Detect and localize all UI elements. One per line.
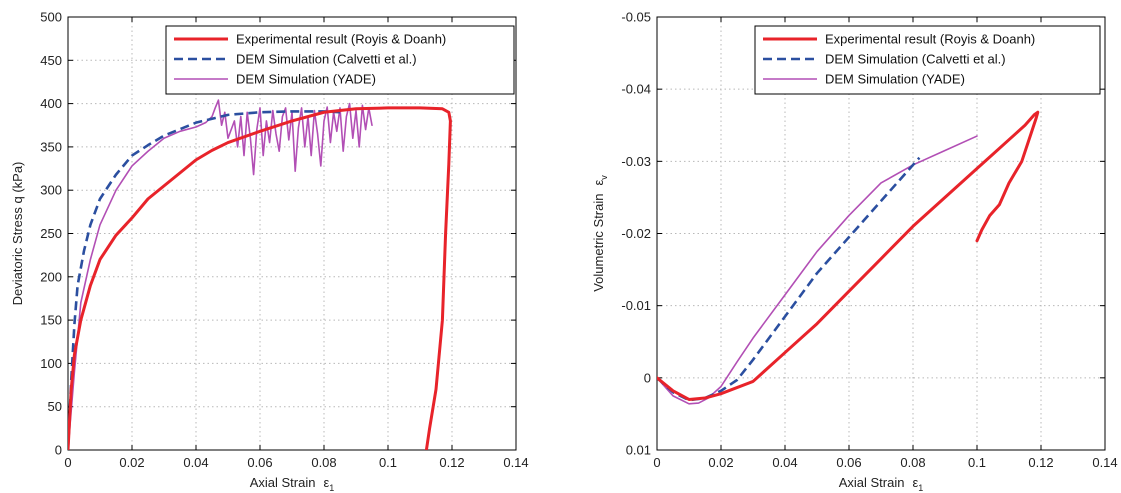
x-tick-label: 0.14 <box>1092 455 1117 470</box>
y-tick-label: 0 <box>644 370 651 385</box>
x-axis-symbol: ε <box>323 475 329 490</box>
series-line-experimental <box>68 106 452 450</box>
x-tick-label: 0.02 <box>708 455 733 470</box>
legend-label: Experimental result (Royis & Doanh) <box>236 32 446 47</box>
x-axis-subscript: 1 <box>329 483 334 493</box>
y-tick-label: 400 <box>40 96 62 111</box>
x-tick-label: 0.14 <box>503 455 528 470</box>
x-axis-label-text: Axial Strain <box>250 475 316 490</box>
x-axis-label: Axial Strain ε1 <box>250 475 335 493</box>
legend-label: DEM Simulation (YADE) <box>825 72 965 87</box>
series-line-dem-yade <box>68 99 373 450</box>
y-tick-label: -0.02 <box>621 226 651 241</box>
y-axis-label-text: Deviatoric Stress q (kPa) <box>10 162 25 306</box>
chart-panel-2: 0 0.02 0.04 0.06 0.08 0.1 0.12 0.140.010-0.01-0… <box>591 10 1118 493</box>
chart-panel-1: 0 0.02 0.04 0.06 0.08 0.1 0.12 0.14 0 50 100 150 200… <box>10 10 529 493</box>
legend-label: DEM Simulation (Calvetti et al.) <box>236 52 417 67</box>
x-tick-label: 0.02 <box>119 455 144 470</box>
y-tick-label: 100 <box>40 356 62 371</box>
series-line-dem-yade <box>657 135 978 405</box>
x-axis-label: Axial Strain ε1 <box>839 475 924 493</box>
y-tick-label: 150 <box>40 313 62 328</box>
x-axis-subscript: 1 <box>918 483 923 493</box>
y-tick-label: 300 <box>40 183 62 198</box>
y-tick-label: -0.04 <box>621 82 651 97</box>
x-tick-label: 0.06 <box>836 455 861 470</box>
legend-label: Experimental result (Royis & Doanh) <box>825 32 1035 47</box>
y-tick-label: -0.03 <box>621 154 651 169</box>
legend-label: DEM Simulation (YADE) <box>236 72 376 87</box>
y-axis-subscript: v <box>599 175 609 180</box>
y-tick-label: 0.01 <box>626 443 651 458</box>
legend: Experimental result (Royis & Doanh) DEM S… <box>165 25 515 95</box>
x-tick-label: 0.1 <box>968 455 986 470</box>
y-axis-symbol: ε <box>591 180 606 186</box>
x-tick-label: 0.04 <box>183 455 208 470</box>
y-tick-label: -0.01 <box>621 298 651 313</box>
x-tick-label: 0.12 <box>1028 455 1053 470</box>
x-tick-label: 0.12 <box>439 455 464 470</box>
x-tick-label: 0.08 <box>900 455 925 470</box>
y-tick-label: 350 <box>40 139 62 154</box>
x-axis-label-text: Axial Strain <box>839 475 905 490</box>
y-tick-label: 250 <box>40 226 62 241</box>
y-tick-label: 200 <box>40 269 62 284</box>
legend-label: DEM Simulation (Calvetti et al.) <box>825 52 1006 67</box>
y-axis-label: Volumetric Strain εv <box>591 175 609 292</box>
y-axis-label: Deviatoric Stress q (kPa) <box>10 162 25 306</box>
series-line-dem-calvetti <box>68 110 341 450</box>
y-tick-label: 50 <box>48 399 62 414</box>
y-tick-label: 500 <box>40 10 62 25</box>
x-tick-label: 0.1 <box>379 455 397 470</box>
x-tick-label: 0 <box>653 455 660 470</box>
x-tick-label: 0 <box>64 455 71 470</box>
x-tick-label: 0.06 <box>247 455 272 470</box>
y-tick-label: -0.05 <box>621 10 651 25</box>
x-axis-symbol: ε <box>912 475 918 490</box>
legend: Experimental result (Royis & Doanh) DEM S… <box>754 25 1101 95</box>
series-line-experimental <box>657 110 1040 401</box>
y-axis-label-text: Volumetric Strain <box>591 194 606 292</box>
y-tick-label: 450 <box>40 53 62 68</box>
y-tick-label: 0 <box>55 443 62 458</box>
x-tick-label: 0.04 <box>772 455 797 470</box>
series-line-dem-calvetti <box>657 156 921 402</box>
x-tick-label: 0.08 <box>311 455 336 470</box>
